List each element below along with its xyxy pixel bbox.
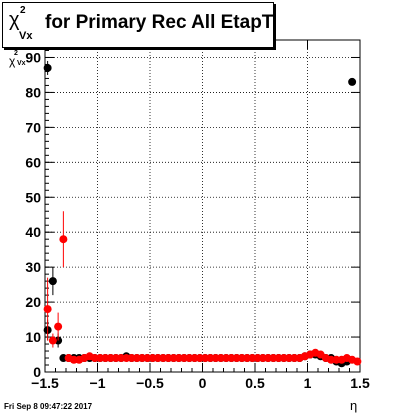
grid-lines <box>45 40 360 372</box>
x-tick-label: 1 <box>304 375 312 391</box>
y-tick-label: 40 <box>25 224 41 240</box>
black-series-point <box>48 277 57 286</box>
black-series-point <box>43 63 52 72</box>
timestamp: Fri Sep 8 09:47:22 2017 <box>4 402 93 411</box>
x-axis-label: η <box>350 398 358 413</box>
y-tick-label: 30 <box>25 259 41 275</box>
y-tick-label: 10 <box>25 329 41 345</box>
y-tick-label: 0 <box>33 364 41 380</box>
y-tick-label: 90 <box>25 49 41 65</box>
y-tick-label: 60 <box>25 154 41 170</box>
red-series-point <box>59 235 68 244</box>
red-series-point <box>48 336 57 345</box>
red-series-point <box>353 357 362 366</box>
title-subscript: Vx <box>19 30 33 42</box>
title-superscript: 2 <box>20 5 26 16</box>
y-axis-label-superscript: 2 <box>14 50 18 57</box>
y-tick-label: 50 <box>25 189 41 205</box>
black-series-point <box>348 77 357 86</box>
x-tick-label: 0 <box>199 375 207 391</box>
x-axis: −1.5 −1 −0.5 0 0.5 1 1.5 <box>31 40 370 391</box>
y-axis-label: χ <box>9 54 16 68</box>
x-tick-label: 1.5 <box>350 375 370 391</box>
x-tick-label: −1 <box>90 375 106 391</box>
chart-title-box: χ 2 Vx for Primary Rec All EtapT <box>2 2 274 48</box>
x-tick-label: 0.5 <box>245 375 265 391</box>
red-series-point <box>54 322 63 331</box>
y-tick-label: 20 <box>25 294 41 310</box>
data-markers <box>43 60 362 368</box>
y-tick-label: 70 <box>25 119 41 135</box>
y-axis-label-subscript: Vx <box>17 60 26 67</box>
y-axis: 0 10 20 30 40 50 60 70 80 90 <box>25 42 360 380</box>
x-tick-label: −1.5 <box>31 375 59 391</box>
title-chi-symbol: χ <box>9 9 20 31</box>
red-series-point <box>43 305 52 314</box>
chart-title: for Primary Rec All EtapT <box>45 12 274 33</box>
y-tick-label: 80 <box>25 84 41 100</box>
x-tick-label: −0.5 <box>136 375 164 391</box>
